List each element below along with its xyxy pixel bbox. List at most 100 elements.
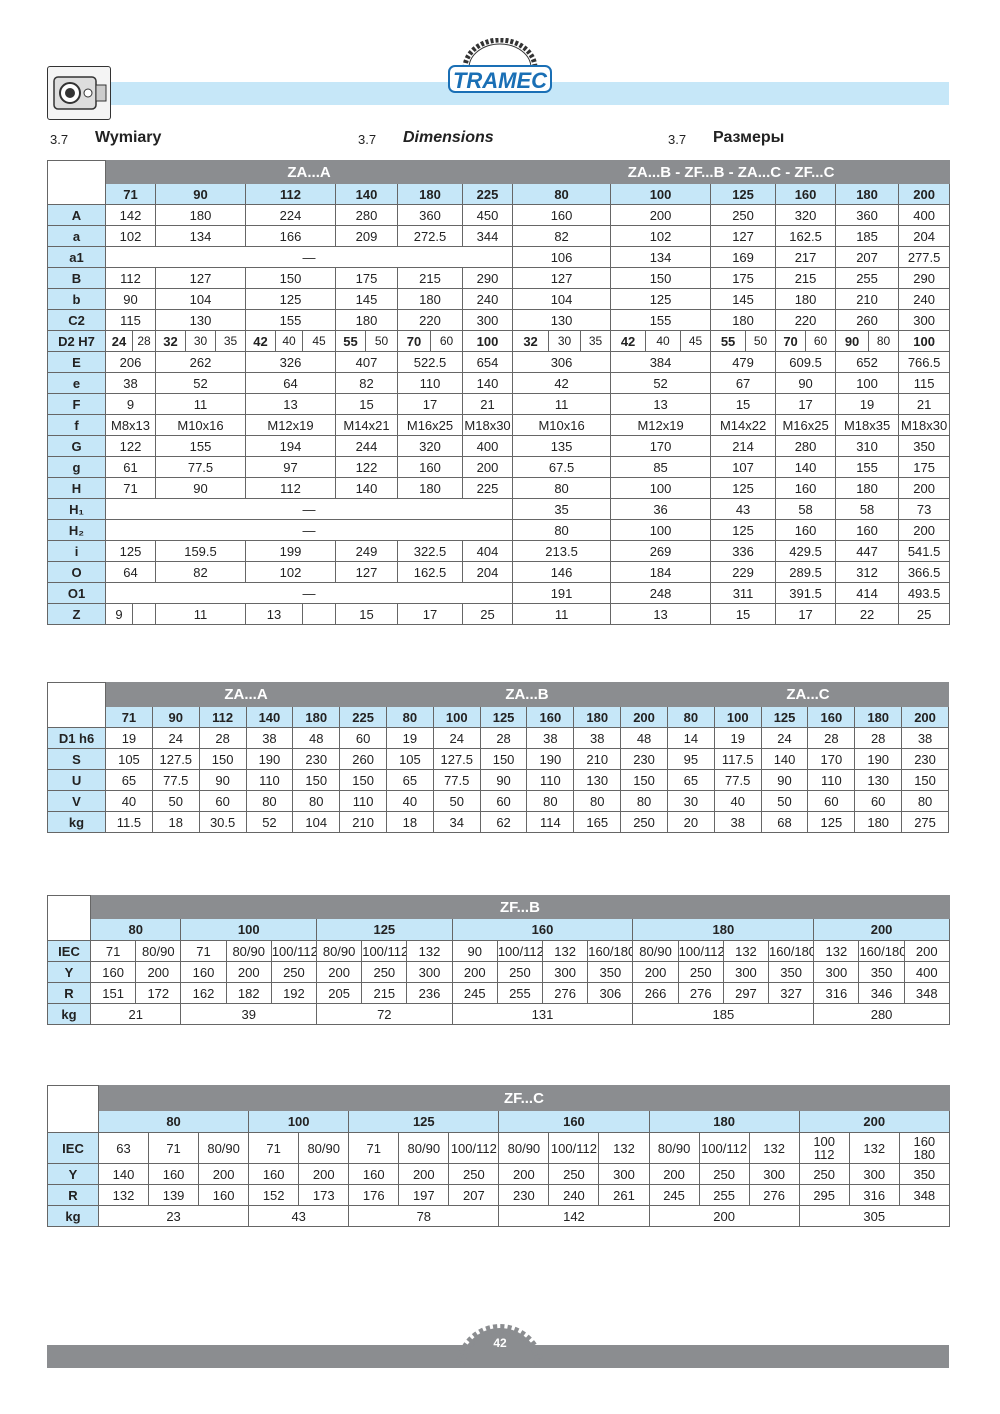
size-header: 180 xyxy=(573,706,622,728)
table-row: C2 115 130 155 180 220 300 130 155 180 220 260 300 xyxy=(47,309,951,331)
y-cell: 200 xyxy=(498,1163,550,1185)
value-cell: 125 xyxy=(610,288,712,310)
value-cell: 140 xyxy=(335,477,398,499)
header-band xyxy=(110,82,949,105)
value-cell: 28 xyxy=(854,727,903,749)
value-cell: 210 xyxy=(835,288,900,310)
value-cell: 200 xyxy=(898,519,951,541)
dimensions-table-main: ZA...A ZA...B - ZF...B - ZA...C - ZF...C 7… xyxy=(47,160,951,625)
size-header: 160 xyxy=(498,1110,650,1133)
value-cell: 280 xyxy=(335,204,398,226)
y-cell: 350 xyxy=(587,961,634,983)
y-cell: 200 xyxy=(451,961,498,983)
value-cell: 130 xyxy=(155,309,246,331)
value-cell: 165 xyxy=(573,811,622,833)
value-cell: 127.5 xyxy=(432,748,481,770)
row-label: R xyxy=(47,982,91,1004)
sub-value-cell: 50 xyxy=(365,330,398,352)
r-cell: 276 xyxy=(677,982,724,1004)
value-cell: 142 xyxy=(105,204,156,226)
value-cell: 479 xyxy=(710,351,777,373)
table-row: G 122 155 194 244 320 400 135 170 214 280 310 350 xyxy=(47,435,951,457)
iec-cell: 160/180 xyxy=(768,940,815,962)
table-row: ZA...A ZA...B - ZF...B - ZA...C - ZF...C xyxy=(47,160,951,205)
r-cell: 266 xyxy=(632,982,679,1004)
r-cell: 295 xyxy=(798,1184,850,1206)
value-cell: 215 xyxy=(775,267,837,289)
value-cell: 289.5 xyxy=(775,561,837,583)
value-cell: 191 xyxy=(512,582,612,604)
value-cell: 312 xyxy=(835,561,900,583)
value-cell: 15 xyxy=(335,603,398,625)
value-cell: 150 xyxy=(610,267,712,289)
value-cell: 162.5 xyxy=(775,225,837,247)
row-label: V xyxy=(46,790,107,812)
value-cell: 60 xyxy=(479,790,528,812)
value-cell: 250 xyxy=(710,204,777,226)
value-cell: 180 xyxy=(854,811,903,833)
iec-cell: 100/112 xyxy=(548,1132,600,1164)
title-en: Dimensions xyxy=(403,129,494,146)
value-cell: 125 xyxy=(245,288,336,310)
value-cell: 134 xyxy=(610,246,712,268)
table-row: S 105 127.5 150 190 230 260 105 127.5 150 190 210 23… xyxy=(46,748,949,770)
value-cell: 306 xyxy=(512,351,612,373)
value-cell: 38 xyxy=(573,727,622,749)
r-cell: 176 xyxy=(348,1184,400,1206)
value-cell: 43 xyxy=(710,498,777,520)
iec-cell: 71 xyxy=(180,940,227,962)
sub-value-cell: 45 xyxy=(302,330,336,352)
value-cell: 80 xyxy=(292,790,341,812)
value-cell: 82 xyxy=(512,225,612,247)
sub-value-cell: 30 xyxy=(185,330,216,352)
value-cell: 140 xyxy=(461,372,514,394)
value-cell: 160 xyxy=(835,519,900,541)
iec-cell: 71 xyxy=(248,1132,300,1164)
iec-cell: 71 xyxy=(89,940,137,962)
size-header: 180 xyxy=(648,1110,800,1133)
value-cell: 320 xyxy=(397,435,463,457)
value-cell: 64 xyxy=(105,561,156,583)
value-cell: 230 xyxy=(292,748,341,770)
weight-cell: 23 xyxy=(97,1205,250,1227)
value-cell: 175 xyxy=(898,456,951,478)
value-cell: 19 xyxy=(713,727,762,749)
row-label: kg xyxy=(46,811,107,833)
size-header: 125 xyxy=(710,183,777,205)
value-cell: 180 xyxy=(397,477,463,499)
sub-value-cell: 100 xyxy=(461,330,514,352)
value-cell: 277.5 xyxy=(898,246,951,268)
group-title-za-a: ZA...A xyxy=(104,160,514,184)
size-header: 100 xyxy=(432,706,481,728)
value-cell: 11 xyxy=(155,393,246,415)
size-header: 80 xyxy=(97,1110,250,1133)
sub-value-cell: 9 xyxy=(105,603,133,625)
sub-value-cell xyxy=(132,603,156,625)
value-cell: 220 xyxy=(775,309,837,331)
value-cell: 160 xyxy=(512,204,612,226)
value-cell: 65 xyxy=(386,769,434,791)
value-cell: 200 xyxy=(610,204,712,226)
table-row: ZA...A ZA...B ZA...C xyxy=(46,682,950,728)
value-cell: 170 xyxy=(610,435,712,457)
value-cell: 214 xyxy=(710,435,777,457)
r-cell: 236 xyxy=(406,982,453,1004)
value-cell: M14x21 xyxy=(335,414,398,436)
value-cell: 11 xyxy=(512,603,612,625)
table-row: b 90 104 125 145 180 240 104 125 145 180 210 240 xyxy=(47,288,951,310)
value-cell: 150 xyxy=(245,267,336,289)
table-row: D2 H7 24 28 32 30 35 42 40 45 55 50 70 60 100 32 30 35 42… xyxy=(47,330,951,352)
value-cell: 429.5 xyxy=(775,540,837,562)
value-cell: 184 xyxy=(610,561,712,583)
size-header: 100 xyxy=(713,706,762,728)
row-label: B xyxy=(47,267,106,289)
value-cell: 150 xyxy=(292,769,341,791)
value-cell: 400 xyxy=(898,204,951,226)
sub-value-cell: 45 xyxy=(680,330,712,352)
value-cell: 275 xyxy=(901,811,949,833)
value-cell: 199 xyxy=(245,540,336,562)
value-cell: 38 xyxy=(713,811,762,833)
sub-value-cell: 28 xyxy=(132,330,156,352)
value-cell: 135 xyxy=(512,435,612,457)
row-label: Z xyxy=(47,603,106,625)
